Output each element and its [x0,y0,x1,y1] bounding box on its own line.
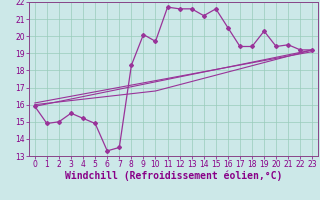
X-axis label: Windchill (Refroidissement éolien,°C): Windchill (Refroidissement éolien,°C) [65,171,282,181]
